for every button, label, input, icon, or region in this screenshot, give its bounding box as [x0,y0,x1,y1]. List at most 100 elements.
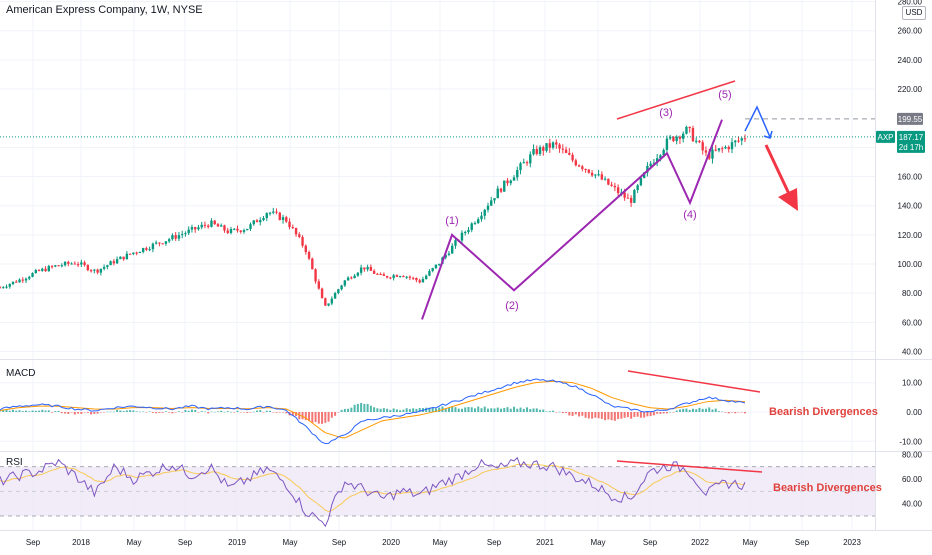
price-tick-label: 60.00 [902,318,923,327]
time-tick-label: Sep [26,538,41,547]
wave-label: (4) [683,209,696,221]
macd-divergence-trendline[interactable] [627,370,761,393]
candle-body [343,280,347,286]
macd-histogram-bar [109,411,112,413]
candle-body [428,271,431,276]
macd-histogram-bar [285,412,288,414]
candle-body [545,143,548,151]
candle-body [704,150,708,153]
macd-histogram-bar [44,410,47,412]
price-axis[interactable]: 280.00260.00240.00220.00180.00160.00140.… [876,0,925,509]
candle-body [649,163,652,166]
rsi-tick-label: 60.00 [902,475,923,484]
candle-body [636,185,639,191]
macd-histogram-bar [604,412,607,421]
elliott-wave-line[interactable] [421,119,723,320]
macd-histogram-bar [539,409,542,412]
candle-body [128,253,132,255]
symbol-label: AXP [877,133,893,142]
level-price-tag[interactable] [897,112,923,125]
candle-body [415,278,418,281]
rsi-pane-label[interactable]: RSI [6,457,23,468]
macd-histogram-bar [584,412,587,418]
candle-body [626,197,630,199]
macd-histogram-bar [412,408,415,412]
candle-body [558,144,561,149]
candle-body [603,178,607,180]
macd-pane-label[interactable]: MACD [6,368,36,379]
macd-histogram-bar [363,403,366,412]
candle-body [285,217,288,222]
macd-histogram-bar [145,412,148,413]
macd-histogram-bar [418,408,421,412]
macd-histogram-bar [542,409,545,412]
candle-body [70,263,73,265]
current-price-label: 187.17 [899,133,924,142]
macd-histogram-bar [15,410,18,412]
current-price-tag[interactable] [897,130,925,153]
down-arrow-shaft[interactable] [764,144,792,197]
time-tick-label: May [432,538,447,547]
macd-histogram-bar [610,412,613,421]
candle-body [623,192,626,198]
candle-body [50,266,54,268]
macd-histogram-bar [314,412,317,423]
time-tick-label: 2019 [228,538,246,547]
candle-body [460,232,464,241]
candle-body [542,147,545,151]
candle-body [80,262,83,265]
drawings-layer[interactable]: (1) (2) (3) (4) (5) [421,80,875,473]
price-tick-label: 100.00 [898,260,923,269]
macd-histogram-bar [626,412,629,418]
candle-body [431,268,434,272]
macd-histogram-bar [148,411,151,412]
candle-body [106,265,109,267]
macd-histogram-bar [90,412,93,415]
macd-histogram-bar [226,411,229,412]
candle-body [447,253,451,255]
time-tick-label: 2021 [536,538,554,547]
wave-label: (2) [505,300,518,312]
macd-histogram-bar [672,412,675,413]
macd-histogram-bar [665,412,668,414]
macd-histogram-bar [187,410,190,412]
rsi-divergence-trendline[interactable] [616,460,763,473]
price-divergence-trendline[interactable] [616,80,736,120]
candle-body [418,280,421,283]
candle-body [44,268,47,272]
candle-body [655,158,659,163]
candle-body [262,218,265,221]
macd-histogram-bar [356,403,359,412]
candle-body [255,220,259,223]
macd-histogram-bar [578,412,581,417]
macd-histogram-bar [18,410,21,412]
macd-histogram-bar [200,411,203,412]
macd-histogram-bar [34,410,37,412]
time-tick-label: May [742,538,757,547]
time-axis[interactable]: Sep 2018 May Sep 2019 May Sep 2020 May Sep 2021 May… [26,538,862,547]
down-arrow-head [778,188,798,211]
macd-histogram-bar [526,407,529,412]
projection-path[interactable] [744,105,771,138]
macd-histogram-bar [473,408,476,412]
candle-body [724,146,727,149]
macd-divergence-text: Bearish Divergences [769,406,878,418]
currency-badge[interactable]: USD [902,6,926,20]
candle-body [675,136,678,142]
macd-histogram-bar [691,408,694,412]
macd-histogram-bar [51,412,54,413]
macd-histogram-bar [552,410,555,412]
macd-histogram-bar [86,412,89,413]
candle-body [454,240,457,246]
candle-body [561,148,565,150]
macd-histogram-bar [353,404,356,412]
symbol-tag[interactable] [876,130,895,143]
price-tick-label: 280.00 [898,0,923,7]
candle-body [499,188,503,192]
macd-histogram-bar [275,412,278,413]
candle-body [493,198,496,201]
macd-histogram-bar [54,411,57,412]
candle-body [8,284,11,287]
